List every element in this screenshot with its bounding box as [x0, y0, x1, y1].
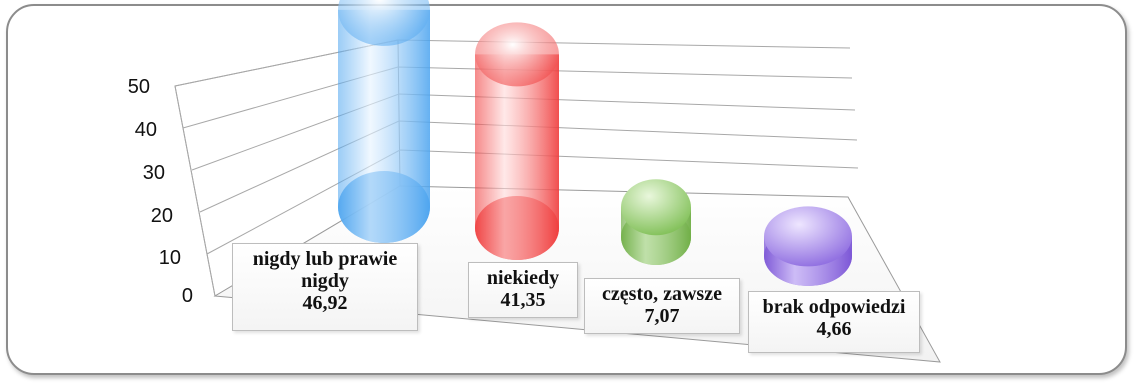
- data-label-1-line-1: niekiedy: [486, 267, 560, 289]
- y-tick-30: 30: [143, 162, 165, 184]
- bar-body-0: [338, 9, 430, 243]
- y-tick-0: 0: [182, 285, 193, 307]
- bar-3: [764, 206, 852, 286]
- data-label-0-value: 46,92: [302, 292, 348, 314]
- bar-top-2: [621, 179, 691, 236]
- y-tick-10: 10: [159, 247, 181, 269]
- y-tick-50: 50: [128, 76, 150, 98]
- y-axis-line: [174, 85, 216, 297]
- bar-top-0: [338, 0, 430, 46]
- data-label-2-value: 7,07: [644, 305, 680, 327]
- data-label-3: brak odpowiedzi 4,66: [748, 291, 920, 353]
- data-label-1: niekiedy 41,35: [468, 262, 578, 318]
- y-tick-40: 40: [135, 119, 157, 141]
- bar-1: [475, 22, 559, 260]
- bar-top-1: [475, 22, 559, 87]
- data-label-0: nigdy lub prawie nigdy 46,92: [232, 243, 418, 331]
- data-label-3-line-1: brak odpowiedzi: [762, 296, 906, 318]
- data-label-2-line-1: często, zawsze: [602, 283, 722, 305]
- data-label-3-value: 4,66: [816, 318, 852, 340]
- data-label-2: często, zawsze 7,07: [584, 278, 740, 334]
- y-axis-ticks: 50 40 30 20 10 0: [128, 76, 193, 307]
- data-label-0-line-2: nigdy: [301, 270, 349, 292]
- bar-0: [338, 0, 430, 243]
- data-label-0-line-1: nigdy lub prawie: [252, 248, 398, 270]
- bar-top-3: [764, 206, 852, 267]
- bar-body-1: [475, 54, 559, 260]
- bars-group: [338, 0, 852, 286]
- y-tick-20: 20: [151, 205, 173, 227]
- bar-2: [621, 179, 691, 265]
- data-label-1-value: 41,35: [500, 289, 546, 311]
